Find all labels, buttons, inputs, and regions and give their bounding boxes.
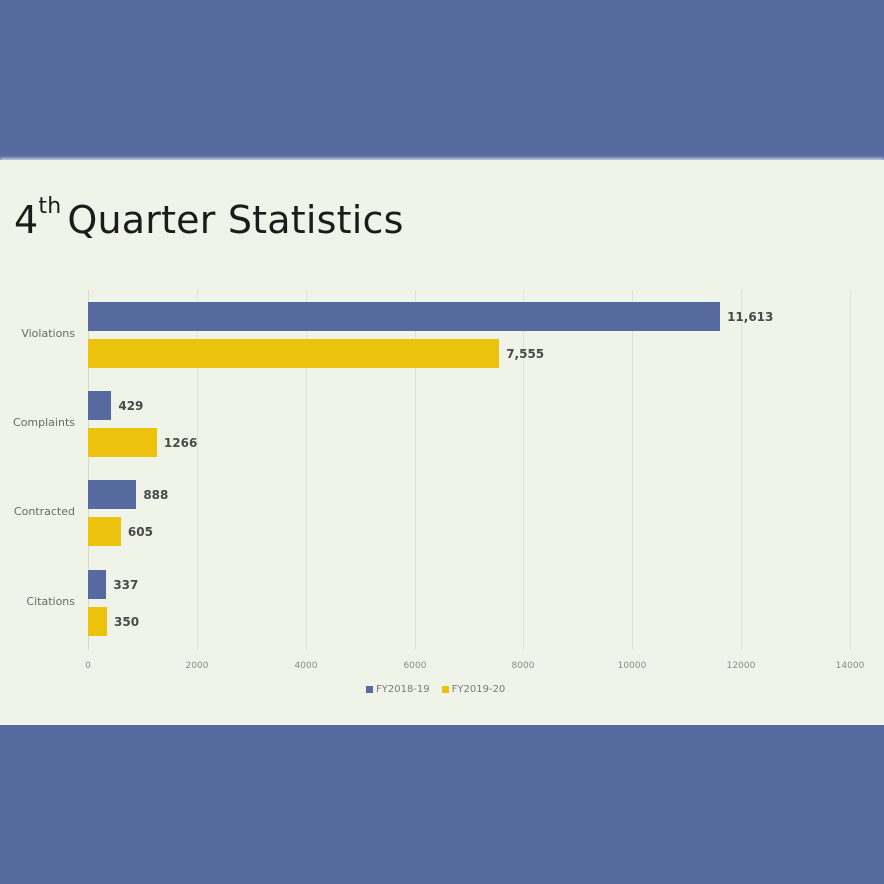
title-superscript: th <box>38 194 62 219</box>
bar-violations-fy2019-20 <box>88 339 500 368</box>
data-label: 429 <box>118 399 144 413</box>
legend-item: FY2019-20 <box>441 684 506 695</box>
data-label: 605 <box>127 525 153 539</box>
slide-title: 4th Quarter Statistics <box>14 194 404 242</box>
x-axis-tick-label: 4000 <box>294 661 318 671</box>
gridline <box>523 290 524 650</box>
x-axis-tick-label: 0 <box>85 661 91 671</box>
legend-item: FY2018-19 <box>366 684 430 695</box>
gridline <box>415 290 416 650</box>
legend-label: FY2018-19 <box>376 684 430 695</box>
data-label: 888 <box>143 488 169 502</box>
legend-label: FY2019-20 <box>451 684 506 695</box>
data-label: 337 <box>113 578 139 592</box>
data-label: 1266 <box>163 436 198 450</box>
bar-contracted-fy2019-20 <box>88 517 121 546</box>
x-axis-tick-label: 2000 <box>185 661 209 671</box>
x-axis-tick-label: 8000 <box>511 661 535 671</box>
bar-complaints-fy2018-19 <box>88 391 112 420</box>
x-axis-tick-label: 10000 <box>617 661 647 671</box>
legend-swatch-icon <box>366 686 373 693</box>
gridline <box>632 290 633 650</box>
bar-citations-fy2019-20 <box>88 607 108 636</box>
data-label: 11,613 <box>727 310 774 324</box>
chart-legend: FY2018-19 FY2019-20 <box>366 684 505 695</box>
bar-citations-fy2018-19 <box>88 570 107 599</box>
bar-chart: 0 2000 4000 6000 8000 10000 12000 14000 Violatio… <box>0 160 884 725</box>
category-label: Complaints <box>13 416 75 429</box>
title-text: Quarter Statistics <box>67 198 404 242</box>
data-label: 350 <box>114 615 140 629</box>
x-axis-tick-label: 14000 <box>835 661 865 671</box>
category-label: Violations <box>21 327 75 340</box>
bar-contracted-fy2018-19 <box>88 480 137 509</box>
bar-complaints-fy2019-20 <box>88 428 157 457</box>
y-axis-line <box>88 290 89 650</box>
gridline <box>306 290 307 650</box>
top-background-band <box>0 0 884 160</box>
bar-violations-fy2018-19 <box>88 302 721 331</box>
category-label: Citations <box>26 595 75 608</box>
gridline <box>741 290 742 650</box>
presentation-slide: 4th Quarter Statistics 0 2000 4000 6000 8000 1… <box>0 160 884 725</box>
data-label: 7,555 <box>506 347 545 361</box>
x-axis-tick-label: 12000 <box>726 661 756 671</box>
bottom-background-band <box>0 725 884 884</box>
title-number: 4 <box>14 198 39 242</box>
gridline <box>850 290 851 650</box>
gridline <box>197 290 198 650</box>
x-axis-tick-label: 6000 <box>403 661 427 671</box>
category-label: Contracted <box>13 505 75 518</box>
legend-swatch-icon <box>441 686 449 693</box>
